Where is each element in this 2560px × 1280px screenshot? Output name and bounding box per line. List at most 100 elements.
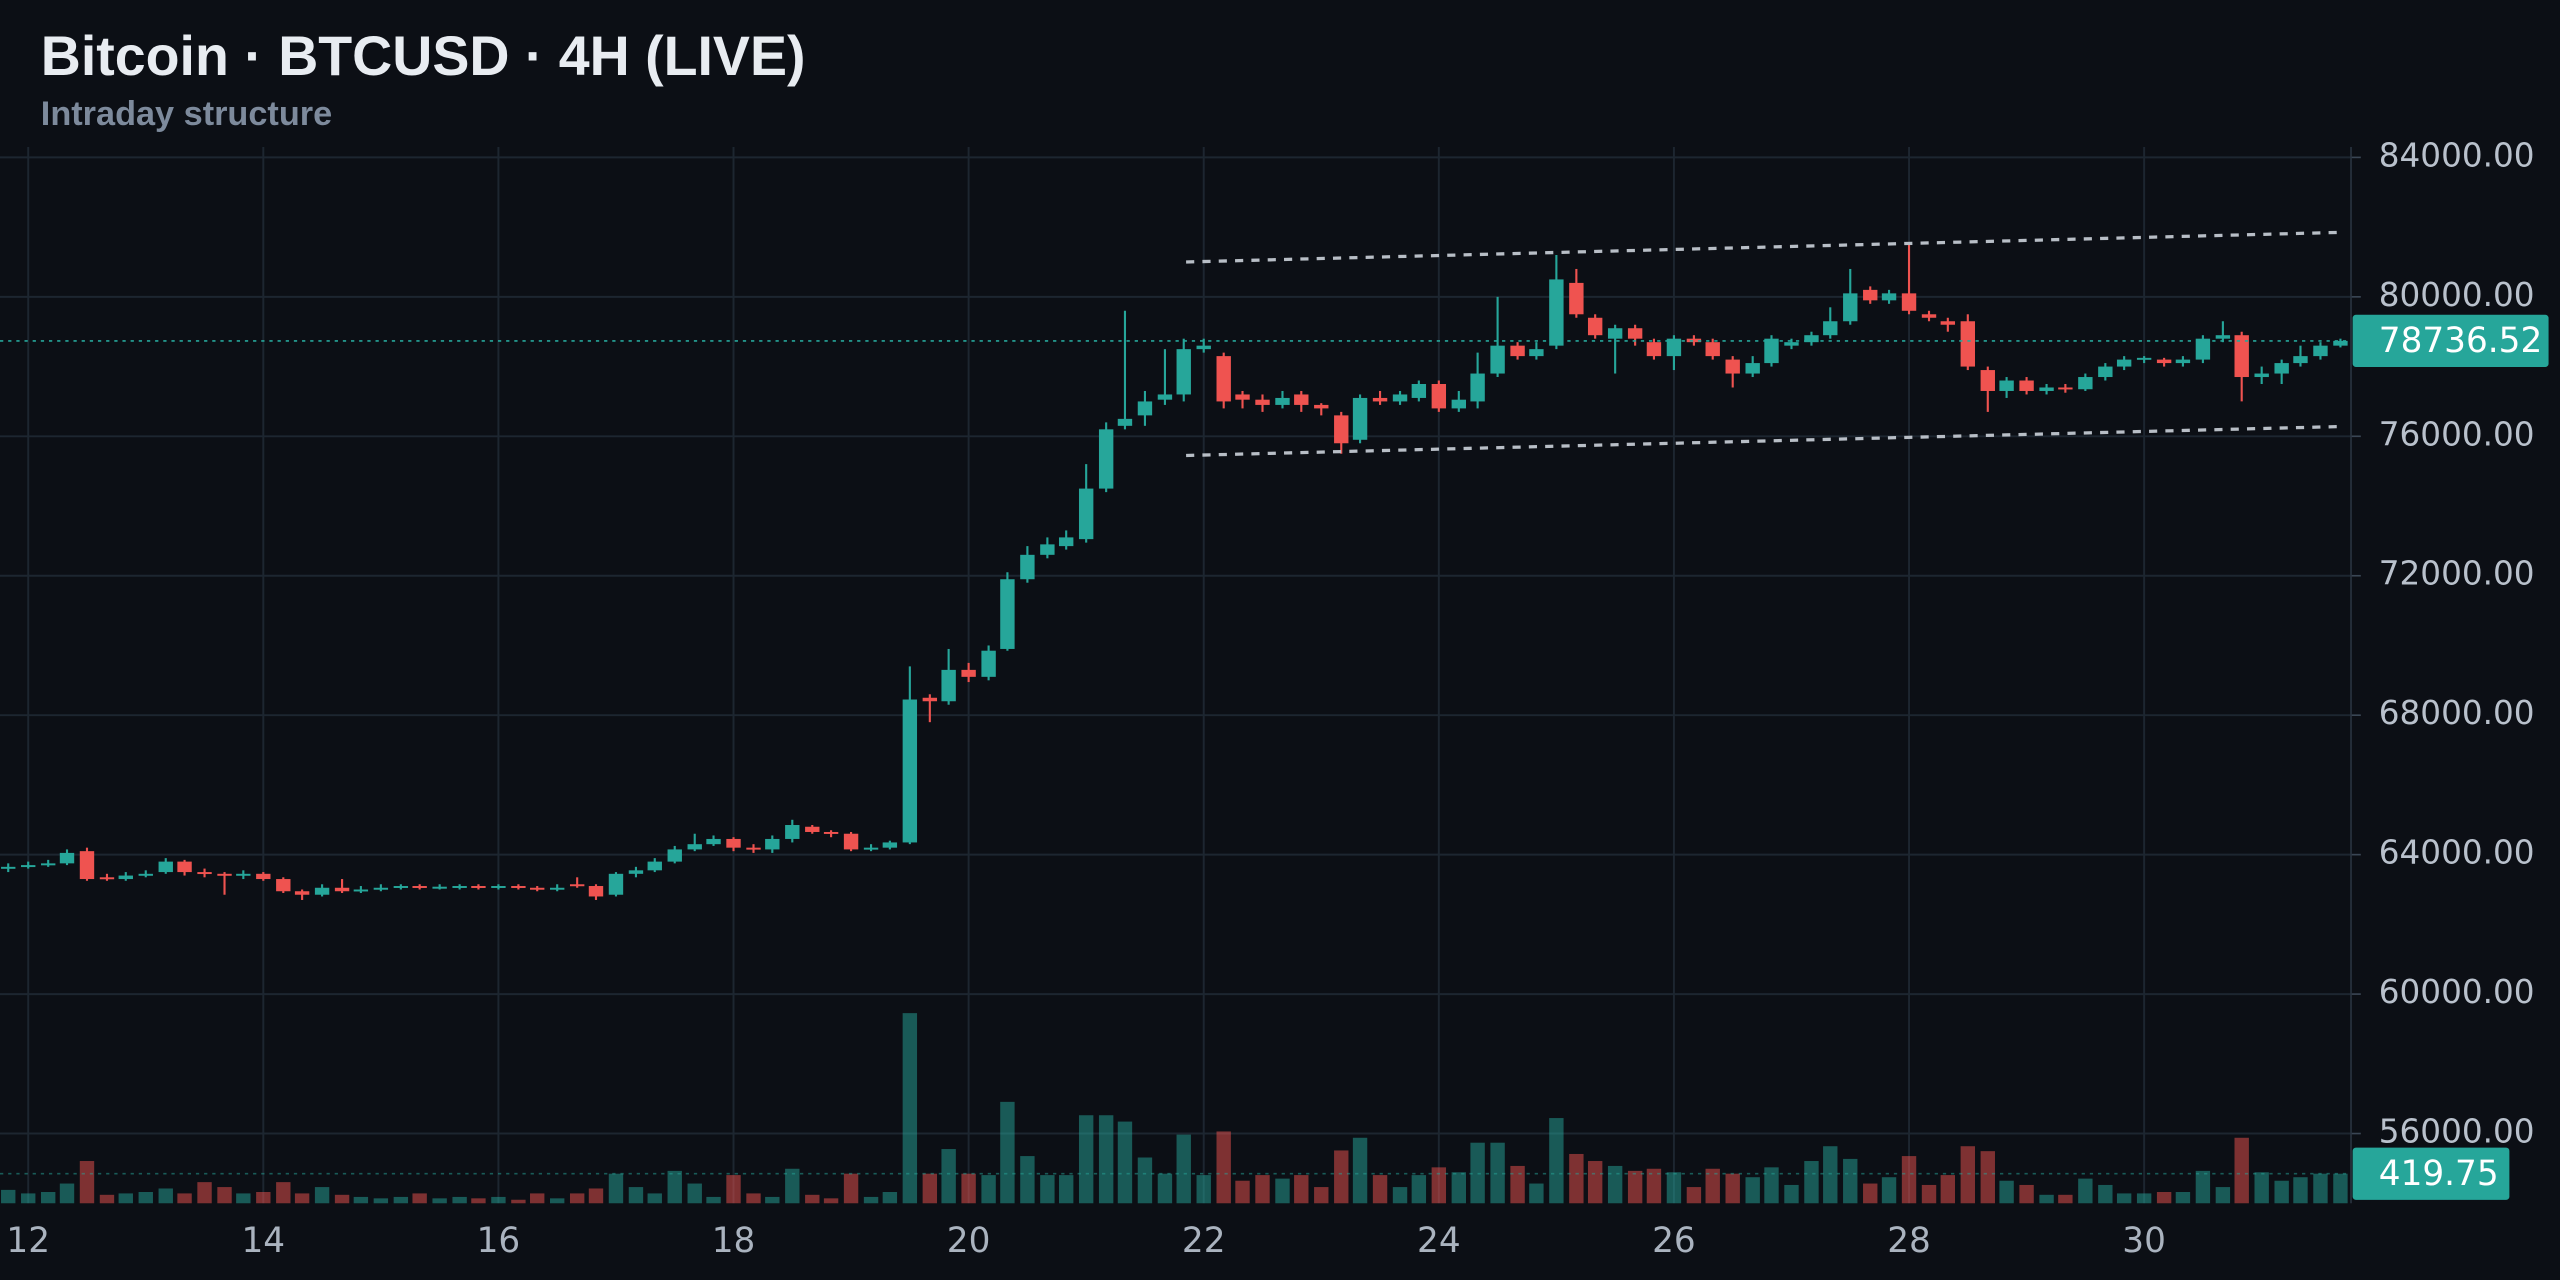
candle-body (2195, 338, 2211, 360)
x-tick-label: 20 (947, 1221, 991, 1261)
candle-body (1587, 317, 1603, 336)
candle-body (1255, 399, 1270, 405)
volume-bar (1881, 1177, 1897, 1204)
candle-body (1235, 394, 1250, 400)
volume-bar (1510, 1165, 1525, 1204)
candle-body (1686, 338, 1702, 343)
candle-body (1960, 321, 1975, 367)
candle-body (1216, 356, 1231, 402)
candle-body (1549, 279, 1564, 346)
y-tick-label: 72000.00 (2379, 555, 2535, 593)
volume-bar (373, 1198, 389, 1204)
candle-body (1196, 345, 1211, 350)
candle-body (334, 887, 350, 892)
candle-body (1940, 321, 1956, 325)
volume-bar (569, 1193, 585, 1204)
candle-body (2333, 340, 2348, 346)
volume-bar (1804, 1161, 1819, 1204)
volume-bar (1196, 1175, 1211, 1204)
volume-bar (1255, 1175, 1270, 1204)
volume-bar (941, 1149, 956, 1204)
candle-body (1863, 289, 1878, 301)
candle-body (588, 886, 604, 897)
candle-body (1470, 373, 1485, 402)
volume-bar (2116, 1193, 2132, 1204)
volume-bar (823, 1198, 839, 1204)
candle-body (1646, 342, 1662, 357)
candle-body (2098, 366, 2113, 378)
volume-bar (393, 1196, 409, 1204)
x-tick-label: 14 (242, 1221, 286, 1261)
candle-body (785, 825, 800, 839)
volume-bar (2136, 1193, 2152, 1204)
volume-bar (177, 1193, 192, 1204)
volume-bar (1607, 1165, 1623, 1204)
candle-body (491, 886, 506, 888)
candle-body (1078, 488, 1094, 540)
volume-bar (2098, 1184, 2113, 1204)
candle-body (1705, 342, 1720, 357)
candle-body (1823, 321, 1838, 336)
volume-bar (2215, 1187, 2231, 1204)
x-tick-label: 22 (1182, 1221, 1226, 1261)
price-layer (0, 230, 2352, 1175)
volume-bar (138, 1191, 153, 1204)
volume-bar (530, 1193, 545, 1204)
last-volume-label: 419.75 (2379, 1154, 2499, 1194)
candle-body (2254, 373, 2269, 378)
volume-bar (217, 1187, 232, 1204)
candle-body (1569, 282, 1584, 315)
volume-bar (1863, 1183, 1878, 1204)
x-tick-label: 12 (6, 1221, 50, 1261)
candle-body (1137, 401, 1153, 416)
volume-bar (1098, 1115, 1114, 1204)
candle-body (353, 889, 369, 892)
volume-bar (1980, 1151, 1995, 1204)
candle-body (902, 699, 918, 843)
candle-body (1334, 415, 1349, 444)
volume-bar (1314, 1187, 1329, 1204)
x-tick-label: 30 (2122, 1221, 2166, 1261)
x-tick-label: 28 (1887, 1221, 1931, 1261)
candle-body (432, 886, 447, 889)
candle-body (1627, 328, 1643, 339)
candle-body (823, 831, 839, 834)
volume-bar (1078, 1115, 1094, 1204)
volume-bar (549, 1198, 565, 1204)
candle-body (99, 877, 115, 880)
volume-bar (1372, 1175, 1388, 1204)
candle-body (667, 849, 682, 862)
volume-bar (1960, 1146, 1975, 1204)
candle-body (393, 886, 409, 888)
volume-bar (1940, 1175, 1956, 1204)
volume-bar (511, 1199, 526, 1204)
candle-body (1999, 380, 2014, 391)
candle-body (863, 847, 879, 850)
candle-body (1921, 314, 1937, 318)
volume-bar (432, 1198, 447, 1204)
volume-bar (1058, 1175, 1074, 1204)
candle-body (1098, 429, 1114, 489)
candle-body (549, 887, 565, 890)
candle-body (511, 886, 526, 888)
x-tick-label: 26 (1652, 1221, 1696, 1261)
candle-body (1, 866, 16, 869)
candle-body (1275, 397, 1290, 405)
volume-bar (1823, 1146, 1838, 1204)
candle-body (1784, 342, 1799, 346)
candle-body (2313, 345, 2328, 357)
candle-body (294, 891, 310, 895)
volume-bar (1411, 1175, 1427, 1204)
candle-body (922, 697, 938, 702)
channel-line (1186, 424, 2341, 458)
candle-body (2019, 380, 2034, 391)
volume-bar (608, 1173, 624, 1204)
volume-bar (1000, 1101, 1015, 1204)
volume-bar (961, 1173, 976, 1204)
candle-body (941, 669, 956, 702)
candle-body (2156, 359, 2172, 364)
candle-body (1431, 384, 1447, 409)
volume-bar (1999, 1180, 2014, 1204)
y-tick-label: 84000.00 (2379, 136, 2535, 174)
